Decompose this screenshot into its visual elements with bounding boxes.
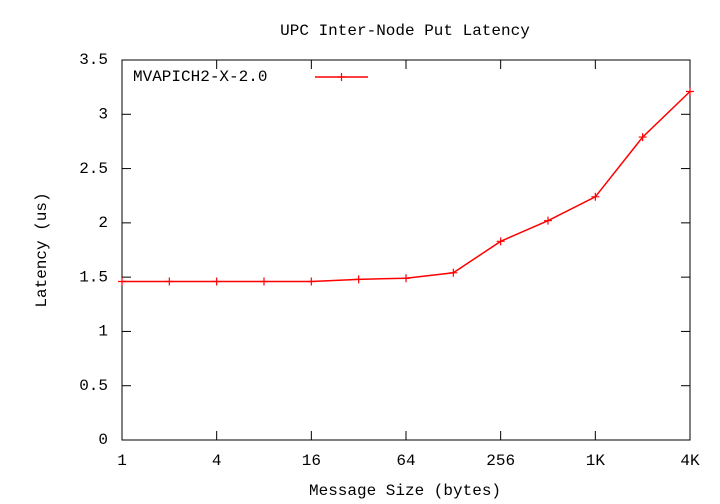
point-marker xyxy=(496,237,505,246)
point-marker xyxy=(212,277,221,286)
y-axis-label: Latency (us) xyxy=(33,192,51,307)
point-marker xyxy=(686,87,694,96)
x-axis-label: Message Size (bytes) xyxy=(309,482,501,500)
x-tick-label: 64 xyxy=(396,452,415,470)
x-tick-label: 4K xyxy=(680,452,700,470)
point-marker xyxy=(165,277,174,286)
y-tick-label: 0.5 xyxy=(79,377,108,395)
y-tick-label: 1.5 xyxy=(79,268,108,286)
x-tick-label: 16 xyxy=(302,452,321,470)
point-marker xyxy=(260,277,268,286)
legend-label: MVAPICH2-X-2.0 xyxy=(133,68,267,86)
point-marker xyxy=(638,133,647,142)
x-tick-label: 1K xyxy=(586,452,606,470)
y-tick-label: 2 xyxy=(98,214,108,232)
x-tick-label: 1 xyxy=(117,452,127,470)
y-tick-label: 3 xyxy=(98,106,108,124)
y-tick-label: 3.5 xyxy=(79,51,108,69)
point-marker xyxy=(591,192,600,201)
point-marker xyxy=(449,268,458,277)
y-tick-label: 0 xyxy=(98,431,108,449)
point-marker xyxy=(354,275,363,284)
x-tick-label: 256 xyxy=(486,452,515,470)
legend-marker xyxy=(337,73,346,81)
x-tick-label: 4 xyxy=(212,452,222,470)
point-marker xyxy=(307,277,316,286)
point-marker xyxy=(544,216,552,225)
point-marker xyxy=(118,277,126,286)
y-tick-label: 1 xyxy=(98,323,108,341)
y-tick-label: 2.5 xyxy=(79,160,108,178)
point-marker xyxy=(402,274,410,283)
chart-title: UPC Inter-Node Put Latency xyxy=(280,22,530,40)
